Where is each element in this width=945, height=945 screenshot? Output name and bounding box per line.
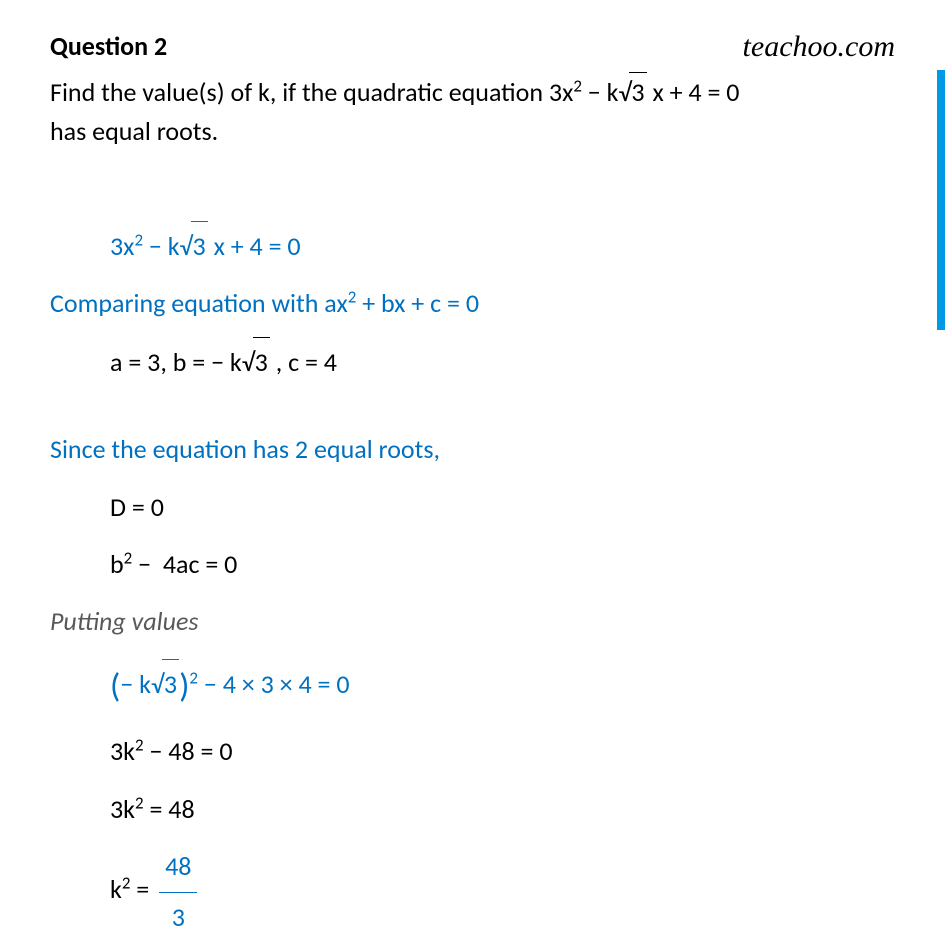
sqrt-value: 3: [253, 337, 270, 387]
eq-part: − k: [143, 230, 180, 262]
d-equals-zero: D = 0: [50, 483, 895, 532]
question-title: Question 2: [50, 30, 167, 62]
exponent: 2: [189, 667, 198, 688]
simplify-step-1: 3k2 − 48 = 0: [50, 727, 895, 776]
rest: − 4 × 3 × 4 = 0: [198, 668, 350, 700]
simplify-step-3: k2 = 483: [50, 842, 895, 942]
minus: −: [120, 668, 133, 700]
putting-values-label: Putting values: [50, 597, 895, 646]
eq-sup: 2: [134, 229, 143, 250]
paren: (: [110, 666, 120, 707]
question-line-2: has equal roots.: [50, 115, 218, 147]
coeff-part: a = 3, b = − k: [110, 346, 242, 378]
k-term: k: [133, 668, 151, 700]
equation-given: 3x2 − k√3 x + 4 = 0: [50, 221, 895, 271]
eq-part: x + 4 = 0: [208, 230, 301, 262]
coeff-part: , c = 4: [270, 346, 337, 378]
side-accent-bar: [937, 70, 945, 330]
compare-text: Comparing equation with ax2 + bx + c = 0: [50, 279, 895, 328]
equal-roots-text: Since the equation has 2 equal roots,: [50, 425, 895, 474]
question-text: Find the value(s) of k, if the quadratic…: [50, 72, 895, 151]
brand-label: teachoo.com: [743, 30, 895, 64]
discriminant-formula: b2 − 4ac = 0: [50, 540, 895, 589]
fraction-numerator: 48: [159, 842, 197, 892]
sqrt-value: 3: [191, 221, 208, 271]
question-line-1: Find the value(s) of k, if the quadratic…: [50, 76, 739, 108]
header: Question 2 teachoo.com: [50, 30, 895, 64]
sqrt-value: 3: [162, 659, 179, 709]
substitution-step: (− k√3)2 − 4 × 3 × 4 = 0: [50, 655, 895, 720]
fraction-denominator: 3: [159, 893, 197, 942]
simplify-step-2: 3k2 = 48: [50, 785, 895, 834]
eq-part: 3x: [110, 230, 134, 262]
coefficients: a = 3, b = − k√3 , c = 4: [50, 337, 895, 387]
paren: ): [179, 666, 189, 707]
